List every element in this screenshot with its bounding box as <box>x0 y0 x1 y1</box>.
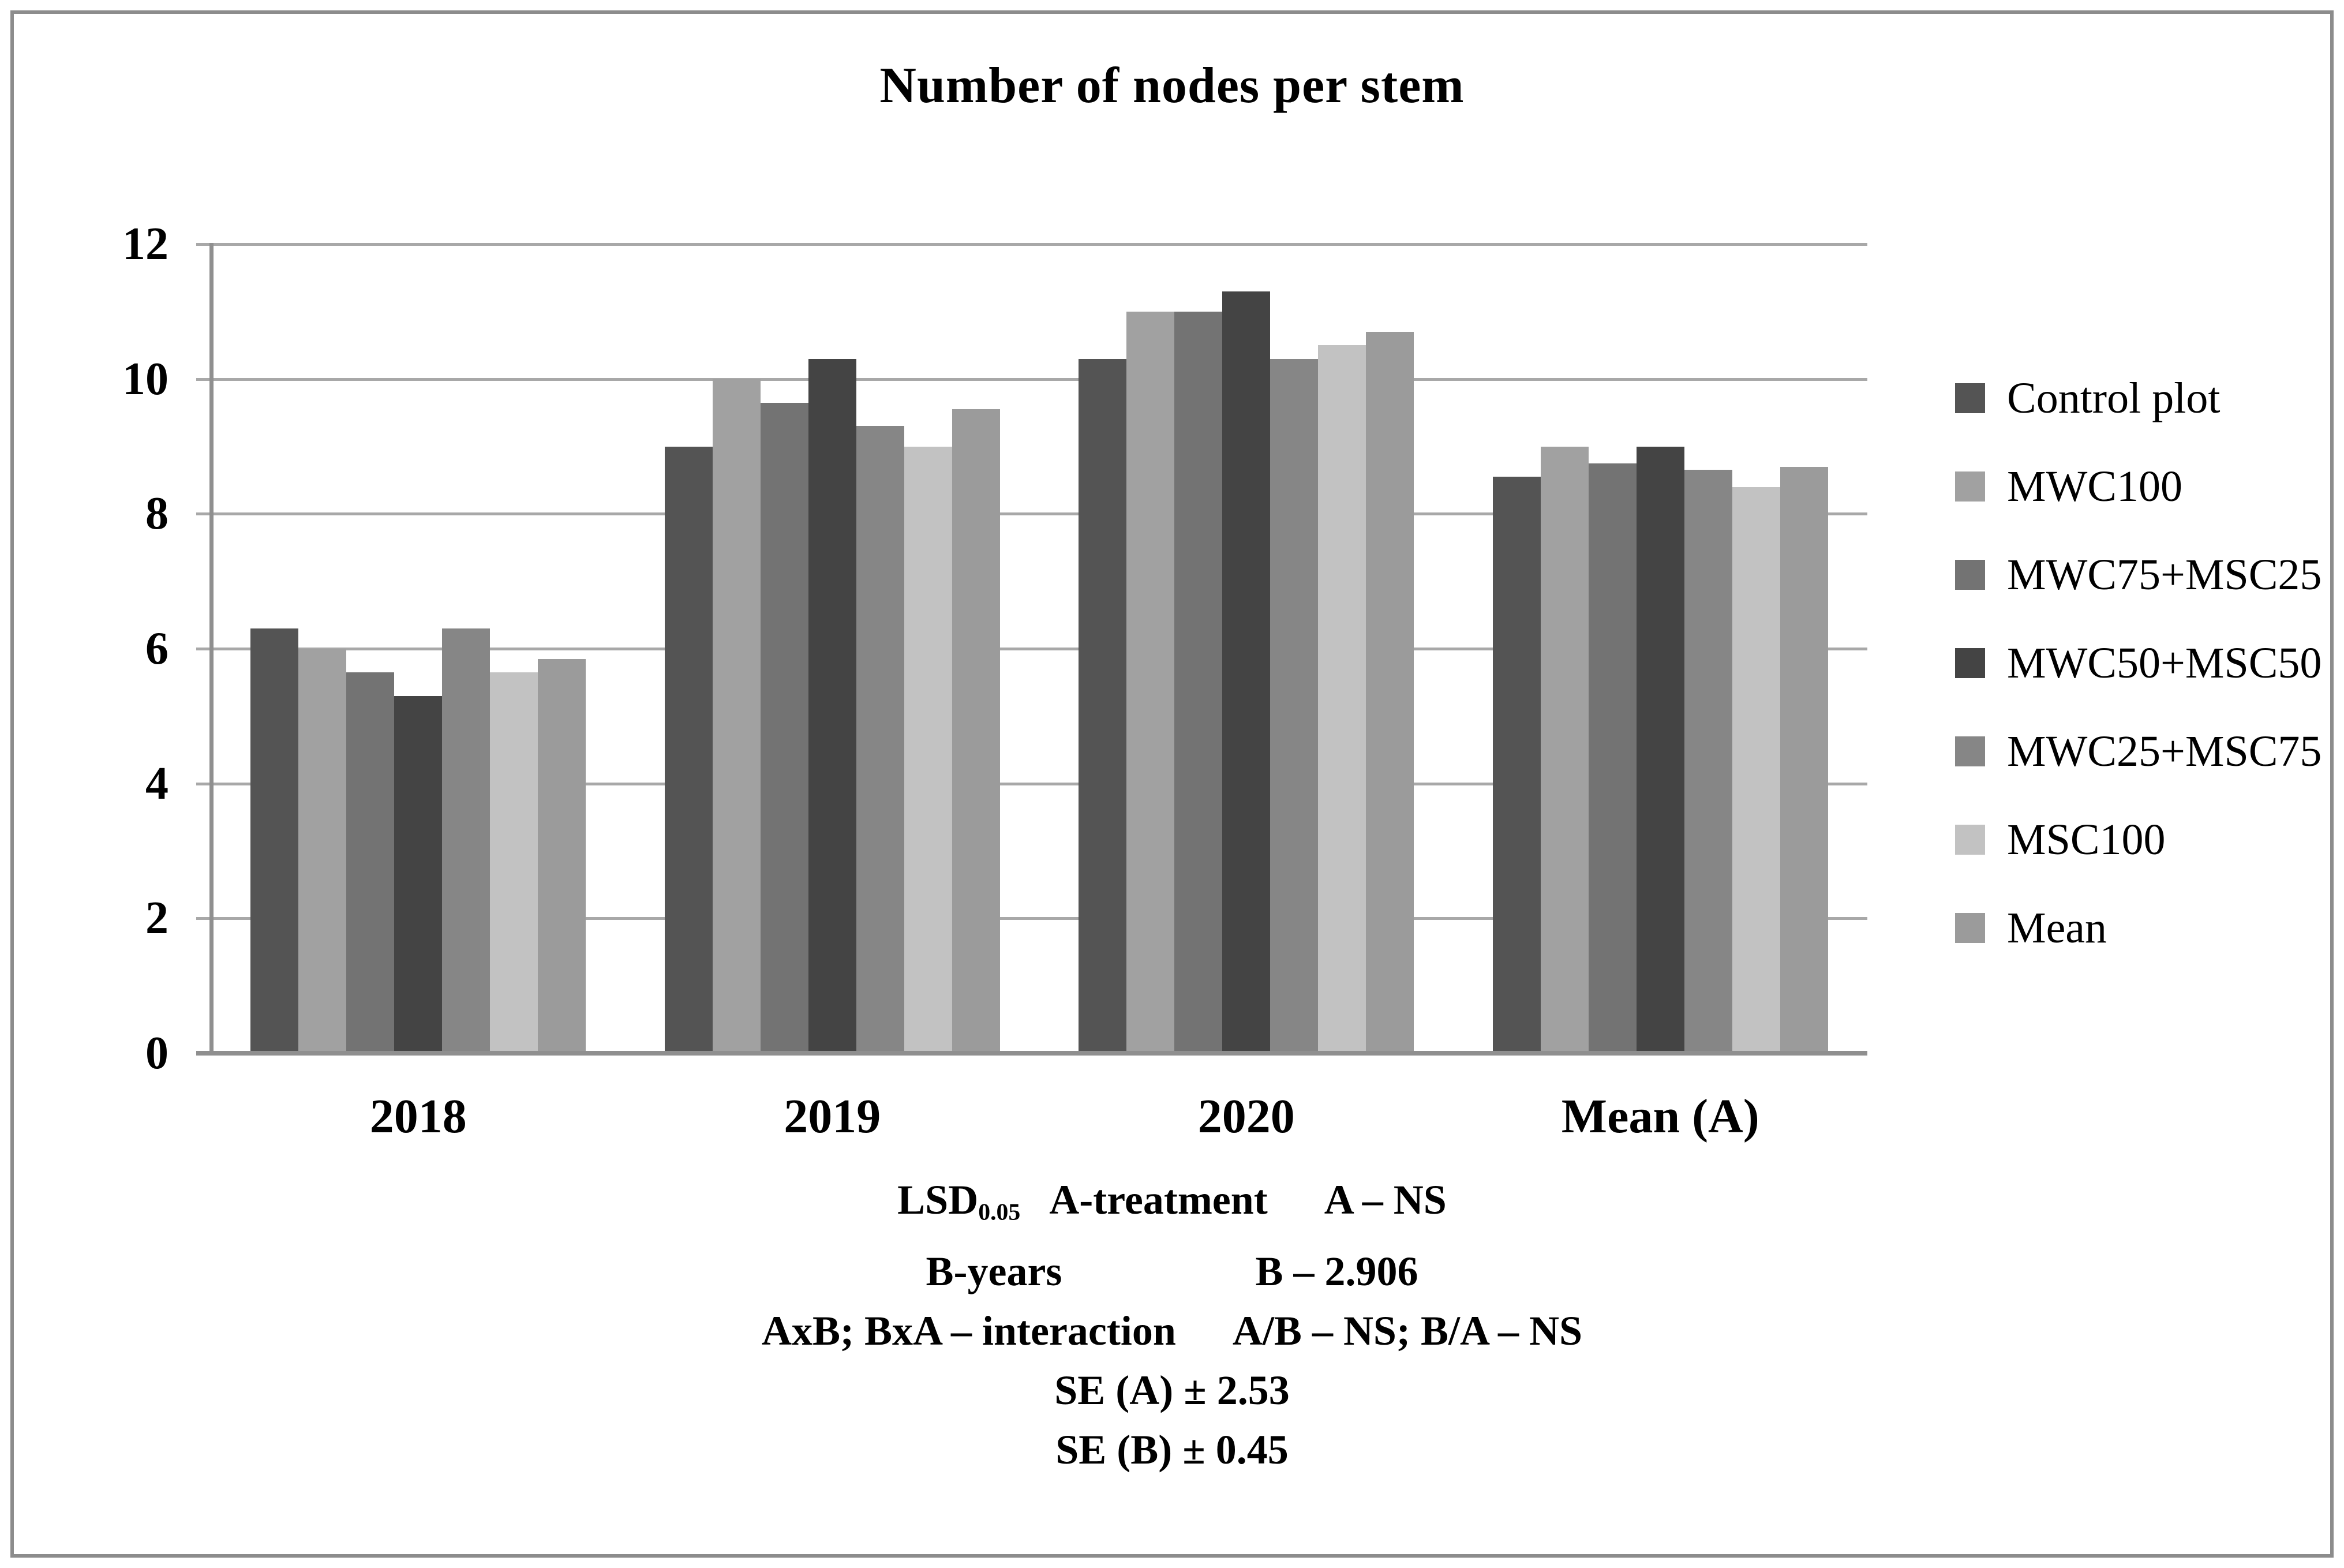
legend-label: MWC75+MSC25 <box>2007 551 2322 599</box>
bar <box>394 695 443 1053</box>
legend-item: MWC75+MSC25 <box>1955 553 2321 597</box>
legend-swatch <box>1955 471 1985 502</box>
stats-interaction: AxB; BxA – interaction <box>761 1308 1176 1354</box>
gridline <box>196 782 1867 785</box>
bar <box>1079 358 1127 1053</box>
stats-line-interaction: AxB; BxA – interaction A/B – NS; B/A – NS <box>762 1301 1582 1361</box>
stats-line-se-a: SE (A) ± 2.53 <box>1054 1367 1290 1414</box>
bar <box>664 446 713 1053</box>
bar <box>1588 463 1637 1053</box>
x-category-label: 2019 <box>784 1090 881 1143</box>
bar <box>1270 358 1319 1053</box>
gridline <box>196 917 1867 920</box>
x-category-label: 2020 <box>1197 1090 1295 1143</box>
bar <box>538 658 586 1053</box>
stats-b-years: B-years <box>926 1248 1062 1295</box>
bar <box>1684 470 1732 1053</box>
bar <box>442 628 490 1053</box>
bar <box>1732 487 1780 1053</box>
bar <box>712 379 761 1053</box>
legend-swatch <box>1955 648 1985 678</box>
bar <box>250 628 299 1053</box>
bar <box>904 446 952 1053</box>
gridline <box>196 648 1867 650</box>
bar <box>952 409 1000 1053</box>
legend-item: Mean <box>1955 906 2321 950</box>
x-category-label: Mean (A) <box>1561 1090 1759 1143</box>
legend-item: Control plot <box>1955 376 2321 420</box>
bar <box>1780 466 1828 1053</box>
y-axis-tick-label: 6 <box>145 623 169 674</box>
bar <box>298 649 347 1053</box>
gridline <box>196 377 1867 381</box>
legend-label: MWC100 <box>2007 462 2182 511</box>
gridline <box>196 243 1867 246</box>
y-axis-tick-label: 10 <box>122 353 169 405</box>
y-axis-tick-label: 12 <box>122 219 169 270</box>
legend-item: MWC25+MSC75 <box>1955 729 2321 773</box>
legend-swatch <box>1955 736 1985 766</box>
legend-label: MSC100 <box>2007 815 2166 864</box>
bar <box>490 672 538 1053</box>
stats-a-result: A – NS <box>1324 1177 1447 1223</box>
y-axis-tick-label: 4 <box>145 758 169 809</box>
bar <box>760 402 808 1053</box>
y-axis-tick-label: 2 <box>145 893 169 944</box>
bar <box>1174 311 1223 1053</box>
bar <box>856 426 904 1053</box>
stats-block: LSD0.05 A-treatment A – NS B-years B – 2.90… <box>762 1170 1582 1480</box>
legend-item: MSC100 <box>1955 818 2321 862</box>
bar <box>1222 291 1271 1053</box>
y-axis-line <box>209 243 214 1056</box>
legend-swatch <box>1955 383 1985 413</box>
y-axis-tick-label: 0 <box>145 1028 169 1079</box>
legend-label: Mean <box>2007 904 2107 952</box>
legend: Control plot MWC100 MWC75+MSC25 MWC50+MSC50… <box>1955 376 2321 1001</box>
bar <box>808 358 856 1053</box>
legend-item: MWC100 <box>1955 465 2321 508</box>
legend-label: Control plot <box>2007 374 2221 422</box>
stats-b-result: B – 2.906 <box>1255 1248 1418 1295</box>
x-axis-line <box>196 1051 1867 1056</box>
stats-line-lsd: LSD0.05 A-treatment A – NS <box>762 1170 1582 1242</box>
legend-swatch <box>1955 913 1985 943</box>
legend-swatch <box>1955 825 1985 855</box>
y-axis-tick-label: 8 <box>145 488 169 540</box>
bar <box>1366 331 1414 1053</box>
chart-title: Number of nodes per stem <box>879 58 1465 114</box>
bar <box>1126 311 1175 1053</box>
bar <box>1492 477 1541 1053</box>
stats-line-b-years: B-years B – 2.906 <box>762 1242 1582 1301</box>
bar <box>1318 345 1366 1053</box>
gridline <box>196 512 1867 516</box>
legend-label: MWC50+MSC50 <box>2007 639 2322 687</box>
bar <box>1636 446 1684 1053</box>
legend-swatch <box>1955 560 1985 590</box>
plot-area <box>196 243 1867 1056</box>
legend-label: MWC25+MSC75 <box>2007 727 2322 776</box>
x-category-label: 2018 <box>369 1090 467 1143</box>
lsd-subscript: 0.05 <box>978 1199 1021 1226</box>
bar <box>1540 446 1589 1053</box>
stats-line-se-b: SE (B) ± 0.45 <box>1055 1427 1289 1473</box>
bar <box>346 672 395 1053</box>
lsd-label: LSD <box>897 1177 979 1223</box>
stats-a-treatment: A-treatment <box>1049 1177 1268 1223</box>
legend-item: MWC50+MSC50 <box>1955 641 2321 685</box>
stats-interaction-result: A/B – NS; B/A – NS <box>1232 1308 1583 1354</box>
